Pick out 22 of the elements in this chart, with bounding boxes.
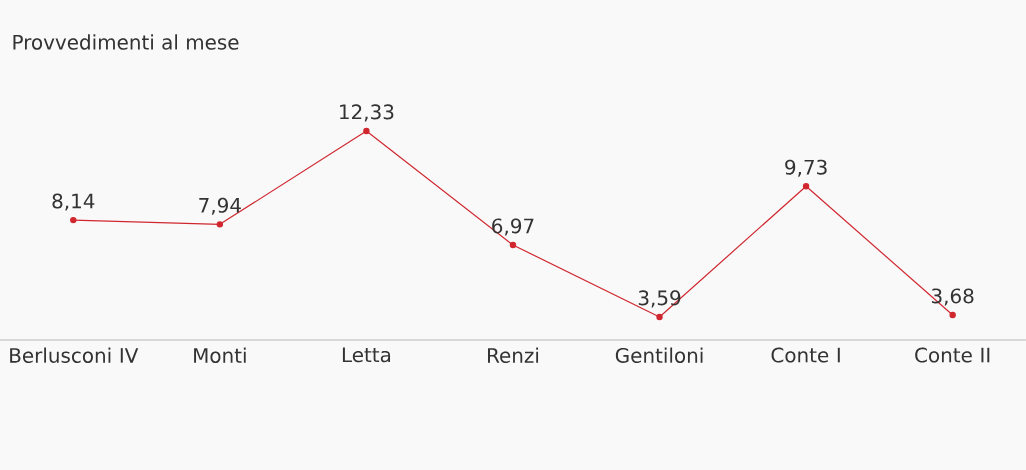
x-tick-label: Gentiloni bbox=[615, 347, 703, 363]
data-label: 12,33 bbox=[340, 104, 394, 122]
point bbox=[802, 183, 810, 190]
chart-title: Provvedimenti al mese bbox=[13, 34, 239, 50]
data-label: 3,68 bbox=[931, 288, 974, 306]
data-label: 6,97 bbox=[492, 218, 534, 236]
point bbox=[509, 241, 517, 249]
point bbox=[656, 313, 663, 321]
data-label: 9,73 bbox=[785, 159, 827, 177]
x-tick-label: Berlusconi IV bbox=[10, 347, 139, 363]
x-tick-label: Conte I bbox=[771, 347, 840, 363]
point bbox=[70, 216, 77, 224]
x-tick-label: Renzi bbox=[488, 347, 539, 363]
x-tick-label: Monti bbox=[194, 347, 246, 363]
x-tick-label: Letta bbox=[342, 347, 391, 363]
data-label: 3,59 bbox=[638, 290, 681, 308]
data-label: 7,94 bbox=[199, 197, 241, 215]
x-tick-label: Conte II bbox=[915, 347, 990, 363]
point bbox=[949, 311, 956, 319]
point bbox=[216, 221, 224, 228]
data-label: 8,14 bbox=[52, 193, 95, 211]
point bbox=[363, 127, 370, 135]
